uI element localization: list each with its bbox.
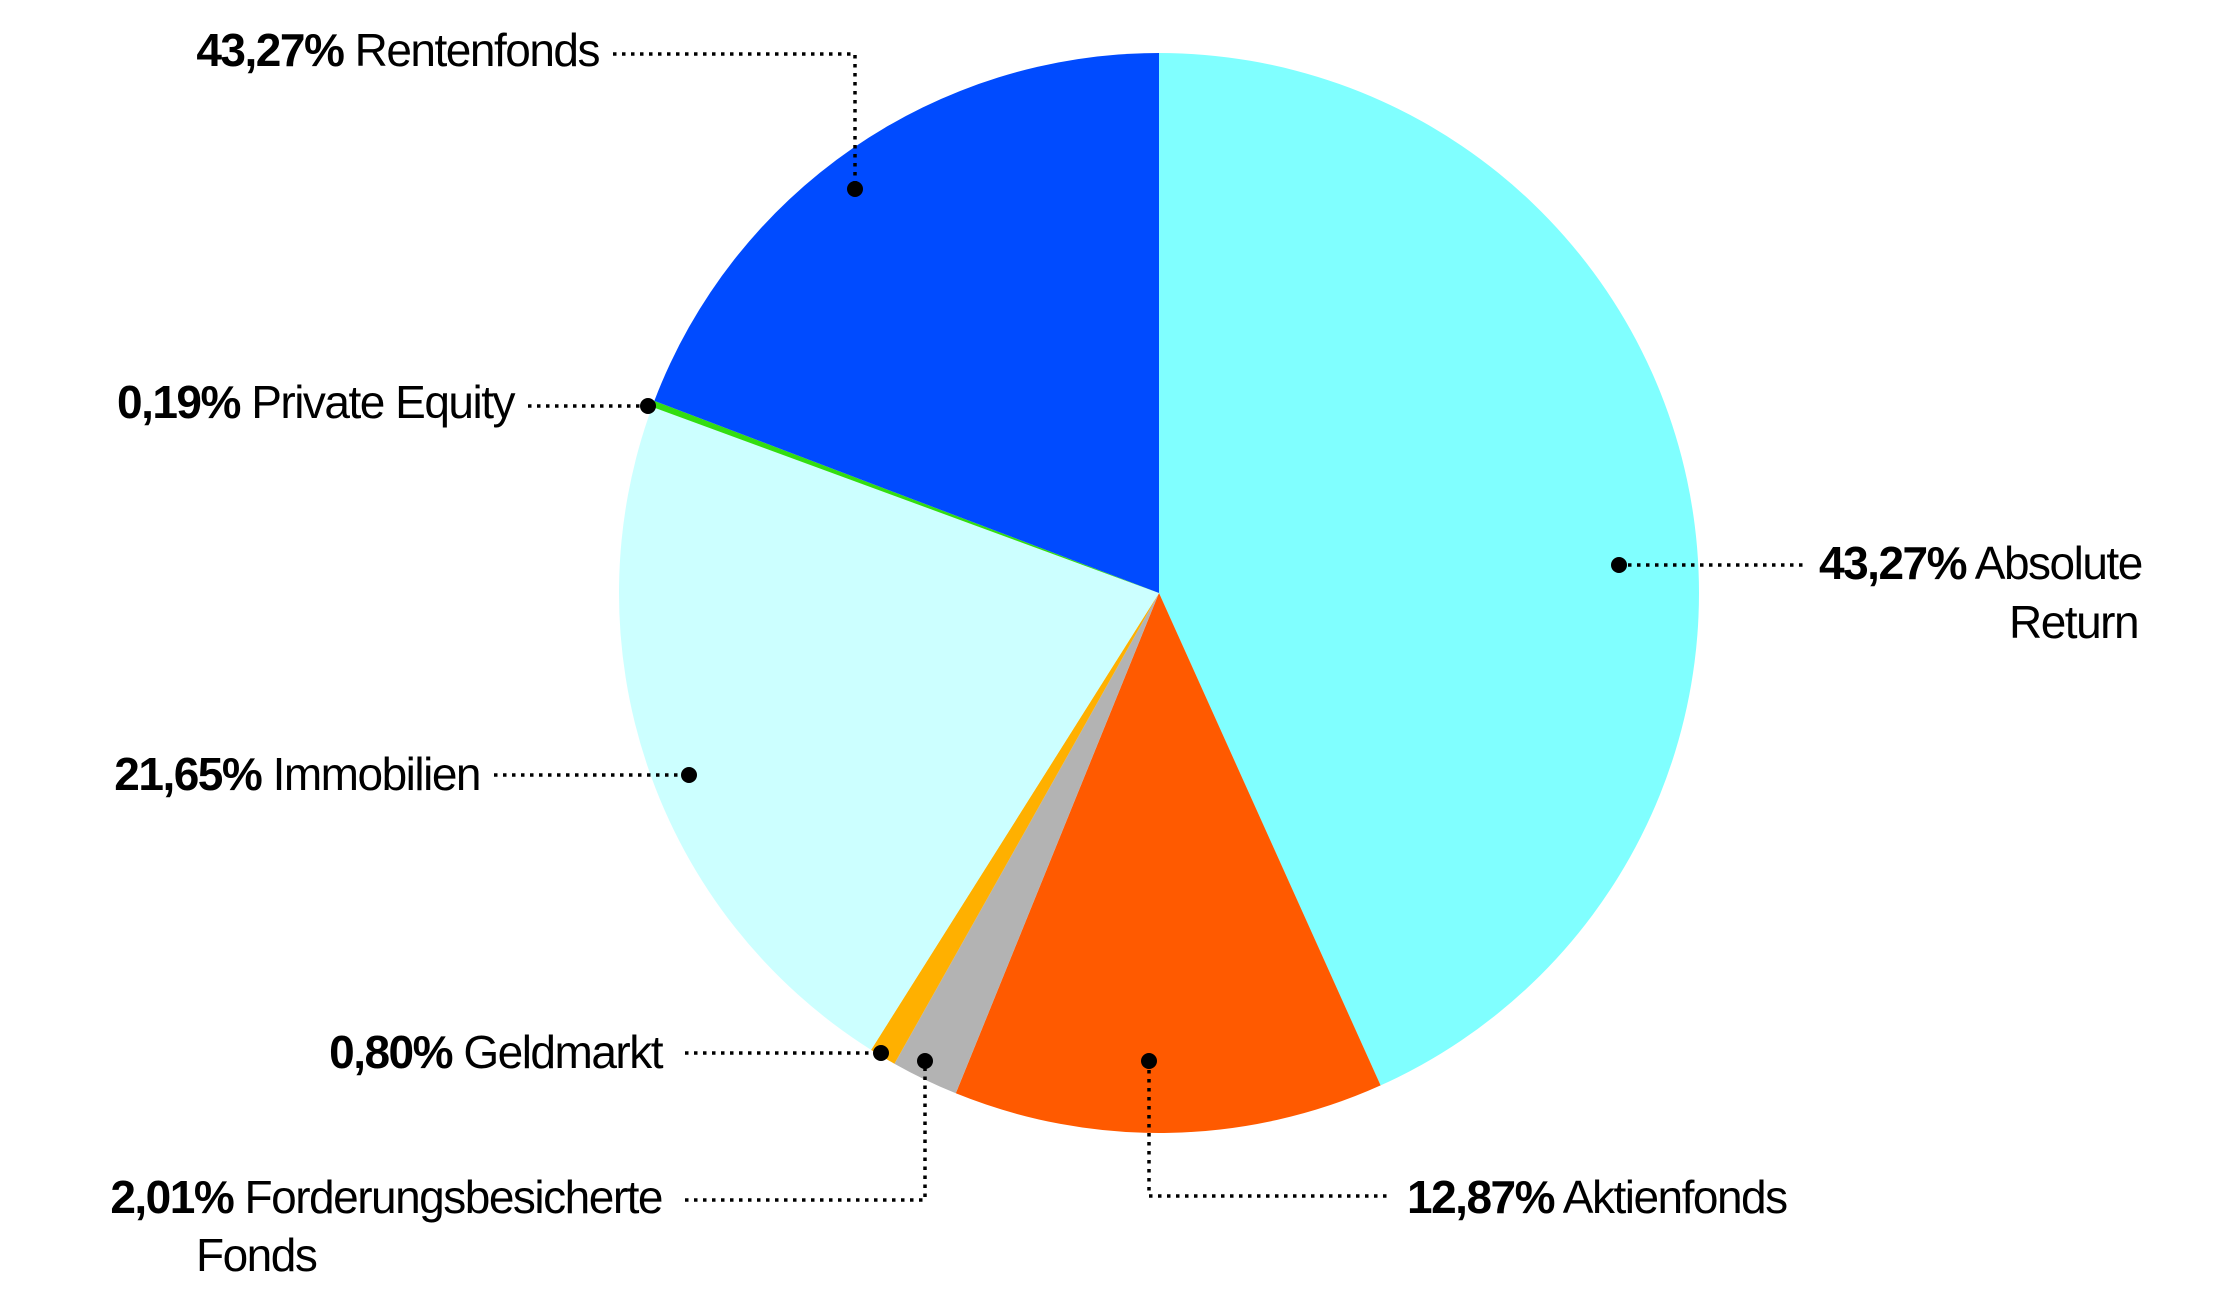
leader-dot-private-equity [640,398,656,414]
leader-lines [494,52,1804,1202]
slice-private_equity [652,400,1159,593]
leader-aktienfonds [1147,1061,1387,1198]
leader-dot-absolute-return [1611,557,1627,573]
leader-rentenfonds [613,52,857,189]
label-private-equity: 0,19% Private Equity [117,376,516,428]
label-immobilien: 21,65% Immobilien [114,748,480,800]
name-aktienfonds: Aktienfonds [1563,1171,1787,1223]
slice-aktienfonds [955,593,1381,1134]
value-immobilien: 21,65% [114,748,262,800]
leader-dot-rentenfonds [847,181,863,197]
leader-dot-immobilien [681,767,697,783]
label-forderung: 2,01% Forderungsbesicherte [110,1171,662,1223]
label-rentenfonds: 43,27% Rentenfonds [196,24,599,76]
name-absolute-return: Absolute [1975,537,2142,589]
leader-dot-aktienfonds [1141,1053,1157,1069]
value-rentenfonds: 43,27% [196,24,344,76]
pie-slices [618,53,1700,1134]
value-aktienfonds: 12,87% [1407,1171,1555,1223]
name-geldmarkt: Geldmarkt [463,1026,663,1078]
name-forderung: Forderungsbesicherte [245,1171,662,1223]
slice-absolute_return [1159,53,1700,1086]
label-forderung-line2: Fonds [196,1229,317,1281]
label-absolute-return-line2: Return [2009,596,2138,648]
name-rentenfonds: Rentenfonds [355,24,600,76]
value-forderung: 2,01% [110,1171,234,1223]
value-private-equity: 0,19% [117,376,241,428]
name-private-equity: Private Equity [251,376,515,428]
label-aktienfonds: 12,87% Aktienfonds [1407,1171,1787,1223]
leader-forderung [685,1061,927,1202]
leader-dot-geldmarkt [873,1045,889,1061]
name-immobilien: Immobilien [273,748,480,800]
label-absolute-return: 43,27% Absolute [1819,537,2142,589]
slice-forderung [894,593,1159,1094]
label-geldmarkt: 0,80% Geldmarkt [329,1026,664,1078]
value-absolute-return: 43,27% [1819,537,1967,589]
slice-rentenfonds [654,53,1159,593]
slice-geldmarkt [871,593,1159,1064]
value-geldmarkt: 0,80% [329,1026,453,1078]
slice-immobilien [618,406,1159,1050]
leader-dot-forderung [917,1053,933,1069]
